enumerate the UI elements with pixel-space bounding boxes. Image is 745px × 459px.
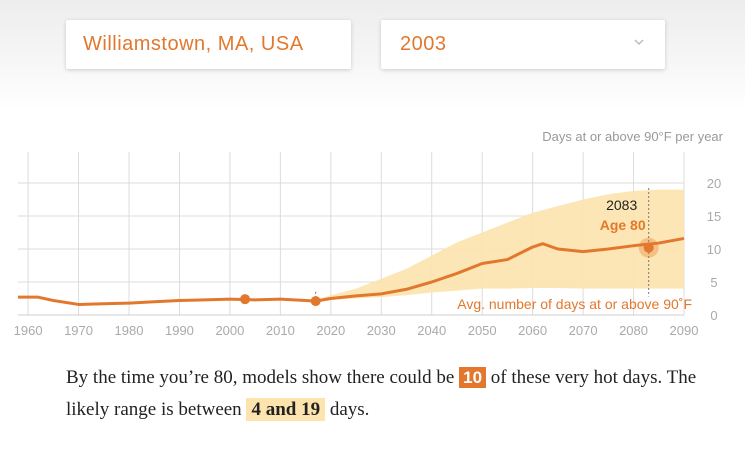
x-tick-label: 2050 [468,323,497,338]
x-tick-label: 1990 [165,323,194,338]
x-tick-label: 2010 [266,323,295,338]
chevron-down-icon [634,39,644,46]
y-tick-label: 10 [707,242,721,257]
year-marker-dot [310,296,321,307]
y-axis-label: Days at or above 90°F per year [542,129,723,144]
summary-part3: days. [325,399,370,420]
y-tick-label: 5 [710,275,717,290]
location-value: Williamstown, MA, USA [83,33,304,55]
x-tick-label: 2020 [316,323,345,338]
y-tick-label: 0 [710,308,717,323]
x-tick-label: 2000 [215,323,244,338]
age80-dot [643,242,654,253]
summary-range-highlight: 4 and 19 [246,398,326,421]
x-tick-label: 2080 [619,323,648,338]
series-label: Avg. number of days at or above 90˚F [457,296,692,312]
x-tick-label: 2090 [670,323,699,338]
summary-value-highlight: 10 [459,367,487,388]
year-select-value: 2003 [400,33,447,55]
highlight-age-label: Age 80 [600,217,646,233]
summary-text: By the time you’re 80, models show there… [66,362,706,426]
y-tick-label: 15 [707,209,721,224]
x-tick-label: 1980 [115,323,144,338]
summary-part2: of these very hot days. The likely range… [66,367,697,420]
year-select[interactable]: 2003 [381,20,665,69]
y-tick-label: 20 [707,176,721,191]
x-tick-label: 1960 [14,323,43,338]
heat-days-chart: Days at or above 90°F per year 2083 Age … [14,129,724,338]
year-marker-dot [240,294,251,305]
summary-part1: By the time you’re 80, models show there… [66,367,460,388]
x-tick-label: 2040 [417,323,446,338]
highlight-year-label: 2083 [606,197,637,213]
x-tick-label: 2030 [367,323,396,338]
avg-days-line [18,236,685,306]
x-tick-label: 2070 [569,323,598,338]
likely-range-band [315,189,684,302]
location-input[interactable]: Williamstown, MA, USA [66,20,351,69]
x-tick-label: 1970 [64,323,93,338]
x-tick-label: 2060 [518,323,547,338]
